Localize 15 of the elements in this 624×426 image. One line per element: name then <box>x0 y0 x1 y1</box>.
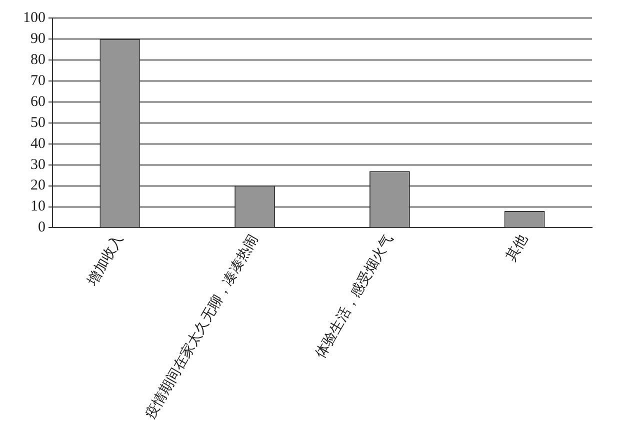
y-tick-label: 60 <box>30 94 46 110</box>
y-tick-label: 80 <box>30 52 46 68</box>
y-tick-label: 70 <box>30 72 46 89</box>
y-tick-label: 50 <box>30 114 46 131</box>
y-tick-label: 20 <box>30 178 46 194</box>
y-tick-label: 90 <box>30 30 46 47</box>
y-tick-label: 30 <box>30 156 46 173</box>
y-tick-label: 100 <box>23 10 46 26</box>
y-tick-label: 10 <box>30 198 46 215</box>
x-tick-label: 其他 <box>503 232 532 264</box>
y-tick-label: 0 <box>38 220 46 236</box>
x-tick-label: 体验生活，感受烟火气 <box>312 232 396 362</box>
x-tick-label: 增加收入 <box>84 232 127 290</box>
y-tick-label: 40 <box>30 136 46 152</box>
x-tick-label: 疫情期间在家太久无聊，凑凑热闹 <box>142 232 262 422</box>
